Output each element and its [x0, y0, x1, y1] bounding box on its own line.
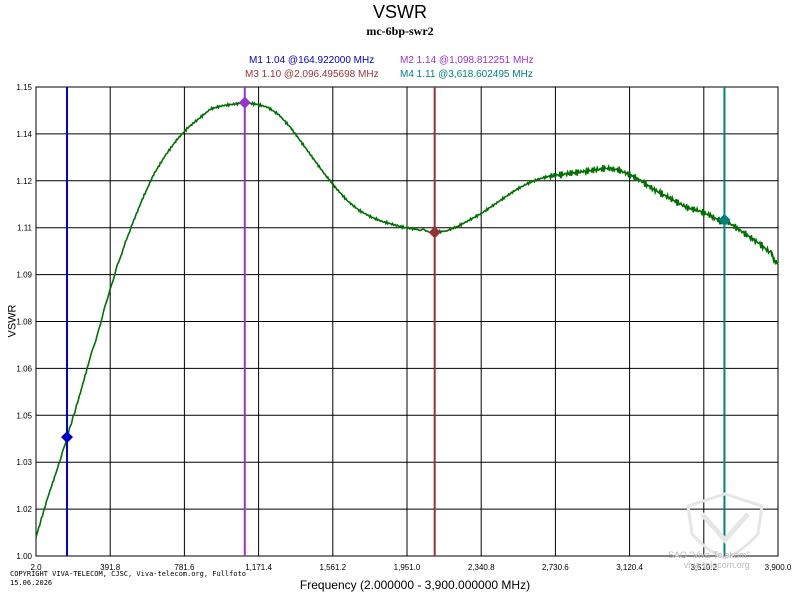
marker-legend-m4-text: M4 1.11 @3,618.602495 MHz	[400, 69, 533, 80]
y-tick-label: 1.02	[16, 505, 32, 514]
marker-point-m2	[238, 96, 251, 109]
marker-legend-m3: M3 1.10 @2,096.495698 MHz	[245, 69, 379, 80]
y-tick-label: 1.05	[16, 411, 32, 420]
y-tick-label: 1.06	[16, 364, 32, 373]
x-axis-label: Frequency (2.000000 - 3,900.000000 MHz)	[299, 578, 531, 592]
copyright-notice: COPYRIGHT VIVA-TELECOM, CJSC, Viva-telec…	[10, 570, 246, 588]
copyright-date: 15.06.2026	[10, 579, 53, 587]
y-tick-label: 1.11	[17, 224, 33, 233]
marker-legend-m1-text: M1 1.04 @164.922000 MHz	[249, 55, 375, 66]
marker-legend-m3-text: M3 1.10 @2,096.495698 MHz	[245, 69, 379, 80]
watermark-shield-icon	[686, 492, 764, 560]
watermark-text: SAO "Viva-Telekom" viva-telecom.org	[668, 550, 750, 570]
chart-title: VSWR	[373, 2, 427, 22]
x-tick-label: 1,561.2	[319, 563, 346, 572]
y-tick-label: 1.03	[16, 458, 32, 467]
x-tick-label: 391.8	[100, 563, 121, 572]
y-tick-label: 1.14	[16, 130, 32, 139]
y-tick-label: 1.15	[16, 83, 32, 92]
y-tick-label: 1.12	[16, 177, 32, 186]
watermark-line-1: SAO "Viva-Telekom"	[668, 550, 750, 560]
x-tick-label: 3,900.0	[765, 563, 792, 572]
x-tick-label: 1,171.4	[245, 563, 272, 572]
vswr-series-line	[35, 99, 779, 538]
y-tick-label: 1.00	[16, 552, 32, 561]
marker-legend-m2-text: M2 1.14 @1,098.812251 MHz	[400, 55, 534, 66]
x-tick-label: 781.6	[174, 563, 195, 572]
watermark-line-2: viva-telecom.org	[683, 560, 750, 570]
marker-legend-m1: M1 1.04 @164.922000 MHz	[249, 55, 374, 66]
copyright-line: COPYRIGHT VIVA-TELECOM, CJSC, Viva-telec…	[10, 570, 247, 578]
x-tick-label: 2,730.6	[542, 563, 569, 572]
marker-legend-m2: M2 1.14 @1,098.812251 MHz	[400, 55, 534, 66]
x-tick-label: 3,510.2	[690, 563, 717, 572]
y-tick-label: 1.08	[16, 318, 32, 327]
x-tick-label: 3,120.4	[616, 563, 643, 572]
x-tick-label: 1,951.0	[394, 563, 421, 572]
marker-legend-m4: M4 1.11 @3,618.602495 MHz	[400, 69, 533, 80]
marker-point-m3	[428, 226, 441, 239]
chart-subtitle: mc-6bp-swr2	[366, 24, 434, 38]
marker-point-m4	[718, 213, 731, 226]
x-tick-label: 2,340.8	[468, 563, 495, 572]
y-axis-label: VSWR	[6, 304, 19, 338]
y-tick-label: 1.09	[16, 271, 32, 280]
marker-point-m1	[61, 431, 74, 444]
x-tick-label: 2.0	[30, 563, 42, 572]
